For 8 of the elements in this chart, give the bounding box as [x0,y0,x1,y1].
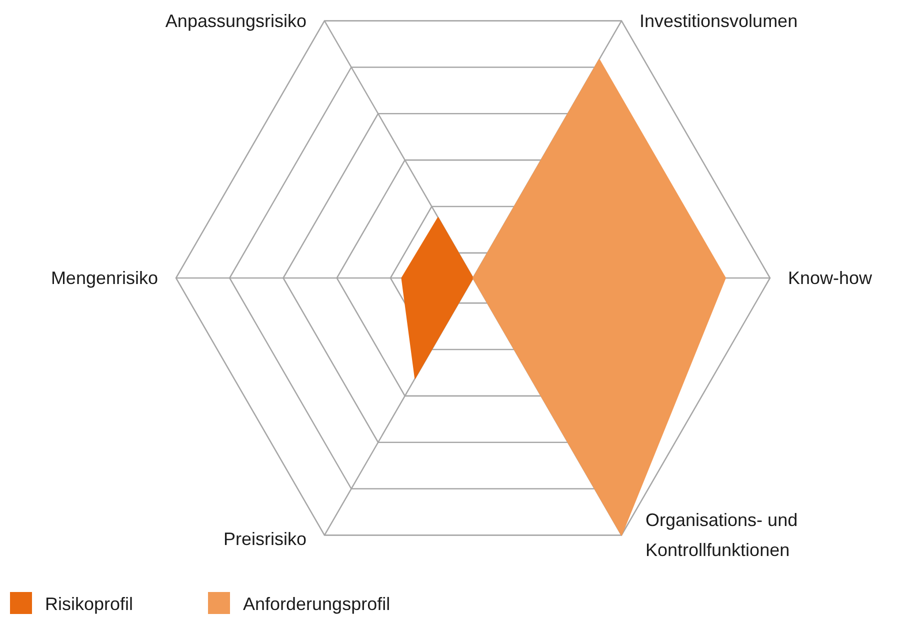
spoke-label: Organisations- und Kontrollfunktionen [646,510,798,560]
legend-label: Anforderungsprofil [243,594,390,614]
spoke-label: Investitionsvolumen [640,10,798,31]
legend-label: Risikoprofil [45,594,134,614]
spoke-label: Anpassungsrisiko [165,10,306,31]
spoke-label: Preisrisiko [223,529,306,550]
spoke-label: Know-how [788,268,874,288]
spoke-label: Mengenrisiko [50,268,158,288]
